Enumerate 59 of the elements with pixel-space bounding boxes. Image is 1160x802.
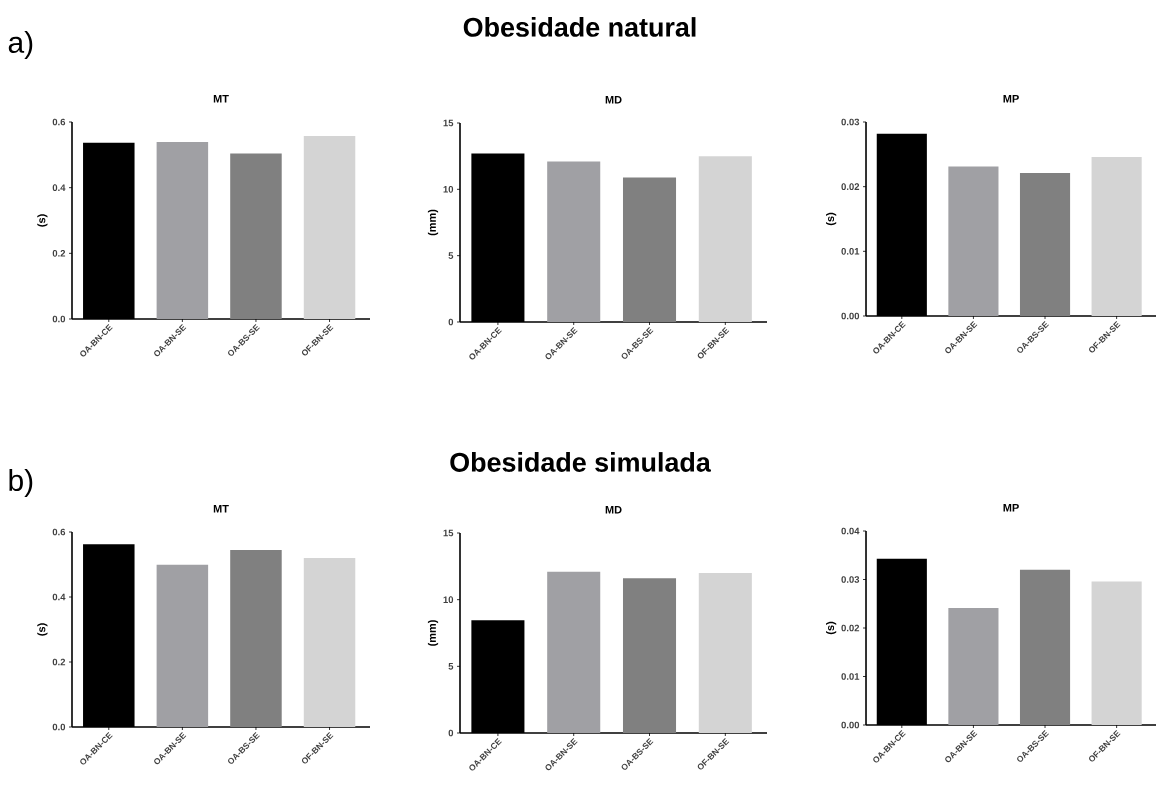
y-axis-title: (s) [37,214,48,227]
y-tick-label: 0.02 [841,183,860,191]
bar [547,161,601,322]
y-tick-label: 15 [443,529,454,537]
y-tick-label: 5 [448,252,454,259]
y-tick-label: 0.0 [52,723,66,731]
y-tick-label: 0.4 [52,593,66,601]
y-tick-label: 0.01 [841,247,860,255]
y-tick-label: 10 [443,185,454,193]
y-tick-label: 0.4 [52,184,66,192]
bar [156,564,209,727]
text: b) [9,469,33,497]
y-tick-label: 15 [443,119,454,127]
text: Obesidade simulada [450,452,711,472]
bar [698,156,752,322]
bar [1091,156,1142,316]
chart-title: MT [213,94,229,103]
chart-title: MP [1003,94,1019,103]
y-tick-label: 0.03 [841,118,860,126]
y-axis-title: (mm) [427,620,439,646]
bar [230,153,282,319]
text: a) [8,31,33,59]
y-tick-label: 0.02 [841,624,860,632]
bar [948,166,999,316]
y-tick-label: 0.00 [841,721,860,729]
y-tick-label: 0.03 [841,576,860,583]
y-tick-label: 0 [448,729,454,737]
bar [547,571,601,733]
text: Obesidade natural [463,17,696,37]
y-tick-label: 0.01 [841,673,860,680]
bar [698,573,752,733]
bar [1091,581,1142,725]
chart-title: MD [605,95,622,104]
y-tick-label: 0.2 [52,658,66,666]
chart-title: MT [213,504,229,513]
y-axis-title: (mm) [427,209,439,236]
bar [948,608,999,725]
y-tick-label: 10 [443,596,454,604]
y-tick-label: 5 [448,663,454,670]
y-axis-title: (s) [826,212,837,226]
y-axis-title: (s) [826,621,837,635]
y-tick-label: 0.04 [841,527,860,535]
y-tick-label: 0.6 [52,528,66,536]
y-tick-label: 0.6 [52,118,66,126]
bar [622,578,677,733]
y-tick-label: 0 [448,318,454,326]
bar [230,549,282,727]
bar [1019,173,1071,316]
bar [622,177,677,322]
y-tick-label: 0.00 [841,312,860,320]
y-tick-label: 0.2 [52,249,66,257]
chart-title: MD [605,505,622,514]
bar [156,142,209,319]
y-axis-title: (s) [37,623,48,636]
y-tick-label: 0.0 [52,315,66,323]
bar [1019,569,1071,725]
chart-title: MP [1003,503,1019,512]
bar [303,558,356,727]
bar [303,136,356,319]
